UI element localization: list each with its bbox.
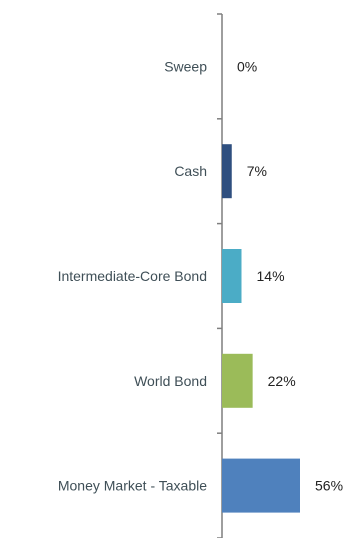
- category-labels-group: Sweep Cash Intermediate-Core Bond World Bon…: [58, 58, 208, 493]
- bar-money-market-taxable: [222, 458, 300, 513]
- value-label: 22%: [268, 373, 296, 389]
- value-label: 7%: [247, 163, 267, 179]
- value-label: 14%: [257, 268, 285, 284]
- value-label: 0%: [237, 58, 257, 74]
- bar-intermediate-core-bond: [222, 249, 242, 303]
- category-label: Cash: [174, 163, 207, 179]
- bar-cash: [222, 144, 232, 199]
- bar-world-bond: [222, 353, 253, 408]
- category-label: Money Market - Taxable: [58, 478, 207, 494]
- category-label: Sweep: [164, 58, 207, 74]
- category-label: Intermediate-Core Bond: [58, 268, 207, 284]
- category-axis: [217, 13, 223, 538]
- value-labels-group: 0% 7% 14% 22% 56%: [237, 58, 343, 493]
- bars-group: [222, 144, 300, 513]
- value-label: 56%: [315, 478, 343, 494]
- category-label: World Bond: [134, 373, 207, 389]
